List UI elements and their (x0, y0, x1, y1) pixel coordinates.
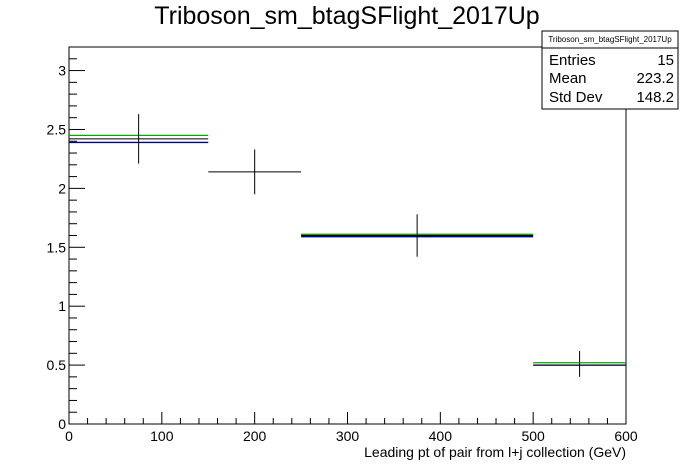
chart-title: Triboson_sm_btagSFlight_2017Up (154, 2, 539, 30)
y-tick-label: 0 (58, 416, 66, 432)
y-tick-label: 2.5 (47, 121, 67, 137)
stats-box: Triboson_sm_btagSFlight_2017Up Entries 1… (541, 30, 679, 110)
x-tick-label: 400 (429, 428, 453, 444)
data-point (208, 149, 302, 195)
data-point (301, 214, 534, 257)
data-point (69, 114, 209, 164)
y-tick-label: 0.5 (47, 357, 67, 373)
series-0 (69, 134, 626, 364)
stats-stddev-label: Std Dev (549, 89, 603, 106)
x-tick-label: 100 (150, 428, 174, 444)
y-tick-label: 2 (58, 180, 66, 196)
y-tick-label: 1 (58, 298, 66, 314)
stats-entries-label: Entries (549, 52, 596, 69)
stats-stddev-value: 148.2 (636, 89, 674, 106)
stats-box-title: Triboson_sm_btagSFlight_2017Up (548, 35, 672, 44)
x-axis-label: Leading pt of pair from l+j collection (… (364, 444, 626, 460)
stats-mean-label: Mean (549, 70, 587, 87)
stats-entries-value: 15 (657, 52, 674, 69)
x-tick-label: 600 (614, 428, 638, 444)
stats-box-frame (541, 30, 679, 110)
axis-ticks: 0 100 200 300 400 500 600 0 0.5 1 1.5 2 2.5 3 (47, 46, 638, 444)
data-point (533, 350, 626, 377)
stats-mean-value: 223.2 (636, 70, 674, 87)
x-tick-label: 500 (521, 428, 545, 444)
x-tick-label: 0 (65, 428, 73, 444)
data-points (69, 114, 626, 377)
y-tick-label: 1.5 (47, 239, 67, 255)
y-tick-label: 3 (58, 63, 66, 79)
series-layer (69, 134, 626, 366)
x-tick-label: 200 (243, 428, 267, 444)
x-tick-label: 300 (336, 428, 360, 444)
series-1 (69, 141, 626, 366)
